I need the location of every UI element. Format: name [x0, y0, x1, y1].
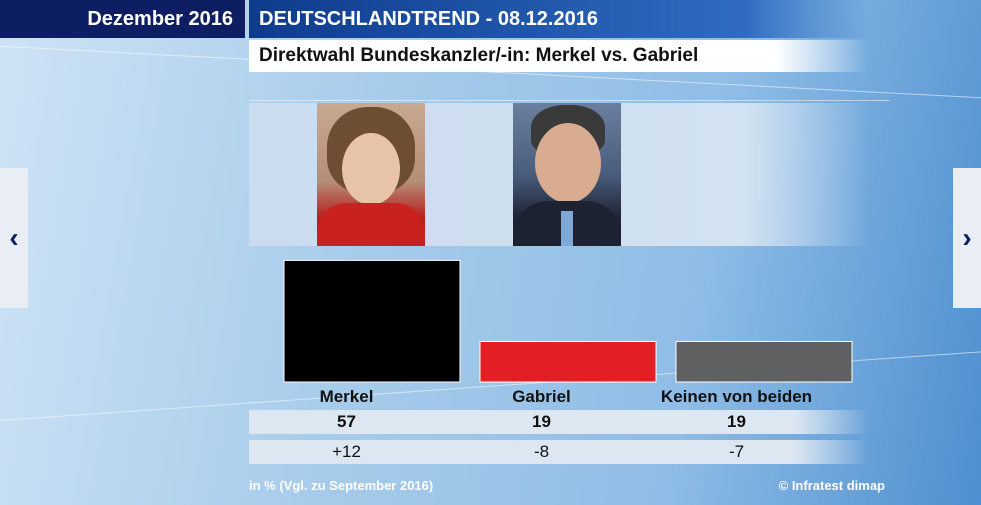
value-label: 57	[337, 412, 356, 431]
page-title: DEUTSCHLANDTREND - 08.12.2016	[249, 0, 869, 38]
bar-chart	[283, 259, 853, 383]
chevron-right-icon: ›	[962, 222, 972, 253]
bar-gabriel	[479, 340, 657, 383]
merkel-photo	[317, 103, 425, 246]
category-labels-row: Merkel Gabriel Keinen von beiden	[249, 386, 869, 408]
bar-keinen-von-beiden	[675, 340, 853, 383]
category-label: Gabriel	[512, 387, 571, 406]
category-label: Merkel	[319, 387, 374, 406]
source-credit: © Infratest dimap	[778, 478, 885, 493]
bar-merkel	[283, 259, 461, 383]
gabriel-photo	[513, 103, 621, 246]
footnote: in % (Vgl. zu September 2016)	[249, 478, 434, 493]
values-row: 57 19 19	[249, 410, 869, 434]
changes-row: +12 -8 -7	[249, 440, 869, 464]
prev-slide-button[interactable]: ‹	[0, 168, 28, 308]
decorative-line	[250, 100, 890, 101]
next-slide-button[interactable]: ›	[953, 168, 981, 308]
chart-subtitle: Direktwahl Bundeskanzler/-in: Merkel vs.…	[249, 40, 869, 72]
value-label: 19	[727, 412, 746, 431]
value-label: 19	[532, 412, 551, 431]
change-label: +12	[332, 442, 361, 461]
change-label: -7	[728, 442, 745, 461]
change-label: -8	[533, 442, 550, 461]
month-label: Dezember 2016	[0, 0, 245, 38]
category-label: Keinen von beiden	[660, 387, 813, 406]
chevron-left-icon: ‹	[9, 222, 19, 253]
